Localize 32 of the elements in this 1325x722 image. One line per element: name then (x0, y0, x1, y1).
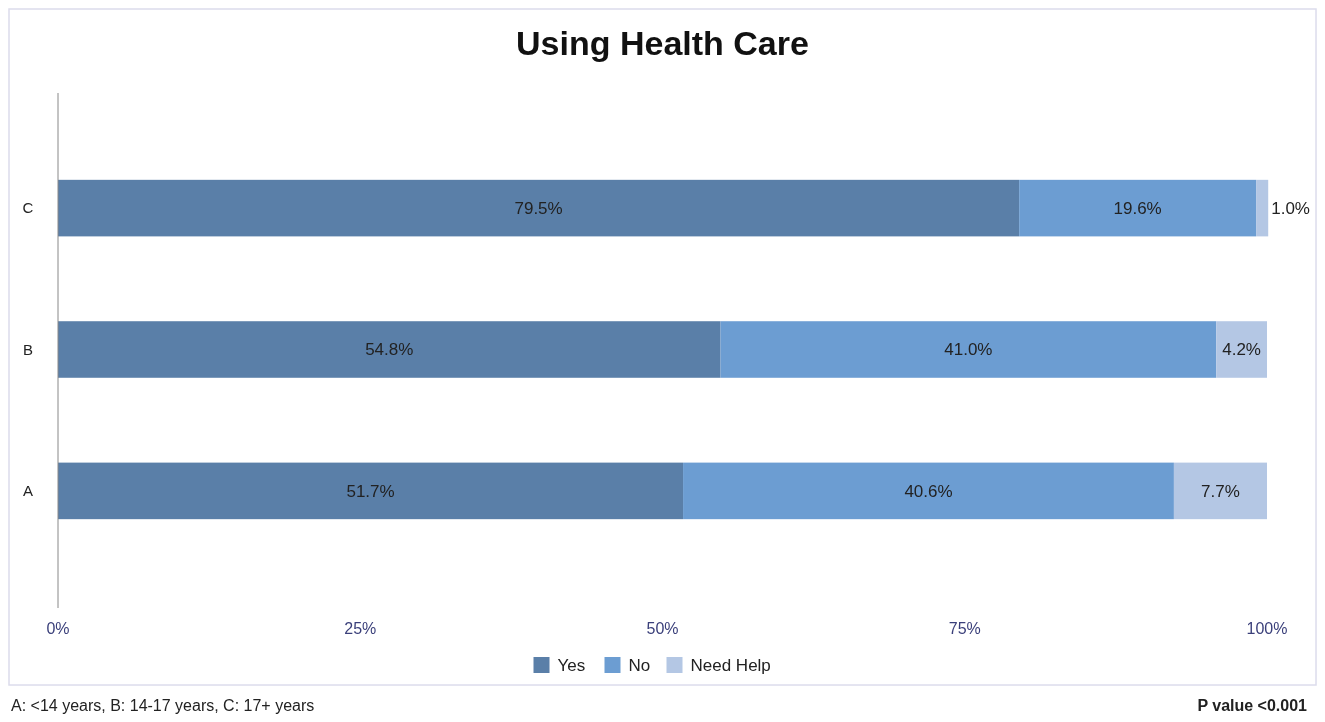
bar (1256, 179, 1269, 237)
text: A: <14 years, B: 14-17 years, C: 17+ years (11, 696, 315, 714)
x-tick-label: 50% (646, 619, 679, 637)
data-label: 51.7% (346, 481, 395, 501)
chart-title: Using Health Care (516, 23, 809, 62)
x-tick-label: 100% (1246, 619, 1288, 637)
x-tick-label: 0% (46, 619, 70, 637)
data-label: 7.7% (1201, 481, 1240, 501)
data-label: 4.2% (1222, 340, 1261, 360)
bar (58, 462, 684, 520)
data-label: 19.6% (1113, 199, 1162, 219)
bar (683, 462, 1174, 520)
bar (58, 179, 1020, 237)
legend-label: Need Help (690, 655, 771, 675)
data-label: 40.6% (904, 481, 953, 501)
bar (1216, 321, 1267, 378)
data-label: 41.0% (944, 340, 993, 360)
bar (58, 321, 721, 378)
x-tick-label: 25% (344, 619, 377, 637)
y-tick-label: B (22, 340, 34, 358)
x-tick-label: 75% (948, 619, 981, 637)
data-label: 79.5% (514, 199, 563, 219)
legend-label: No (628, 655, 651, 675)
legend-label: Yes (557, 655, 586, 675)
bar (720, 321, 1217, 378)
text: P value <0.001 (1197, 696, 1308, 714)
data-label: 54.8% (365, 340, 414, 360)
bar (1173, 462, 1267, 520)
data-label: 1.0% (1271, 199, 1310, 219)
bar (1019, 179, 1257, 237)
y-tick-label: A (22, 482, 34, 500)
y-tick-label: C (22, 199, 34, 217)
